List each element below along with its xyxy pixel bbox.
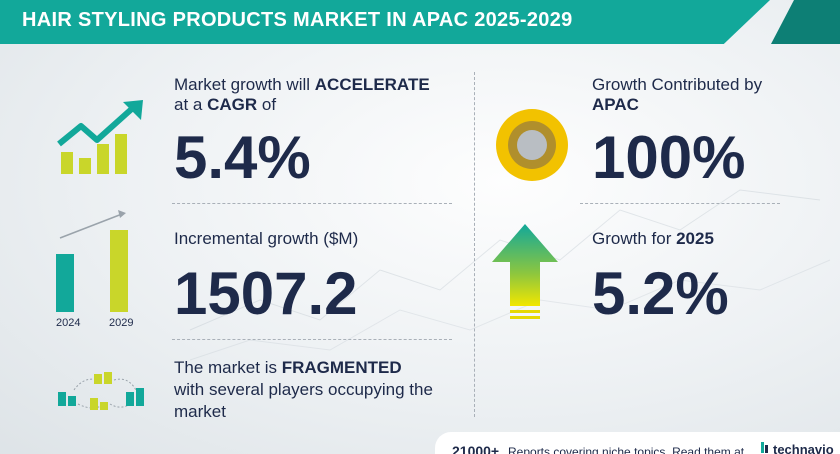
incremental-value: 1507.2 [174, 260, 358, 327]
up-arrow-icon [492, 224, 558, 319]
contribution-value: 100% [592, 124, 746, 191]
donut-icon [496, 109, 568, 181]
growth-year-label: Growth for 2025 [592, 229, 714, 248]
divider [172, 339, 452, 340]
fragmented-line-2: with several players occupying the [174, 380, 433, 399]
cagr-line-1: Market growth will ACCELERATE [174, 75, 430, 94]
contribution-line-2: APAC [592, 95, 639, 114]
divider [172, 203, 452, 204]
bar-2024 [56, 254, 74, 312]
page-title: HAIR STYLING PRODUCTS MARKET IN APAC 202… [22, 9, 573, 31]
bar-2029 [110, 230, 128, 312]
bar-label-2024: 2024 [56, 317, 81, 329]
footer-text: Reports covering niche topics. Read them… [508, 445, 745, 454]
cagr-line-2: at a CAGR of [174, 95, 277, 114]
bar-label-2029: 2029 [109, 317, 134, 329]
growth-chart-icon [57, 100, 143, 174]
technavio-brand[interactable]: technavio [773, 442, 834, 454]
header-banner [0, 0, 770, 44]
vertical-divider [474, 72, 475, 417]
fragmented-line-1: The market is FRAGMENTED [174, 358, 402, 377]
footer-bar [435, 432, 840, 454]
footer-report-count: 21000+ [452, 443, 500, 454]
growth-year-value: 5.2% [592, 260, 729, 327]
technavio-logo-icon [761, 442, 768, 453]
incremental-bar-chart [56, 210, 128, 312]
divider [580, 203, 780, 204]
incremental-label: Incremental growth ($M) [174, 229, 359, 248]
cagr-value: 5.4% [174, 124, 311, 191]
buildings-network-icon [58, 372, 144, 410]
fragmented-line-3: market [174, 402, 226, 421]
contribution-line-1: Growth Contributed by [592, 75, 763, 94]
